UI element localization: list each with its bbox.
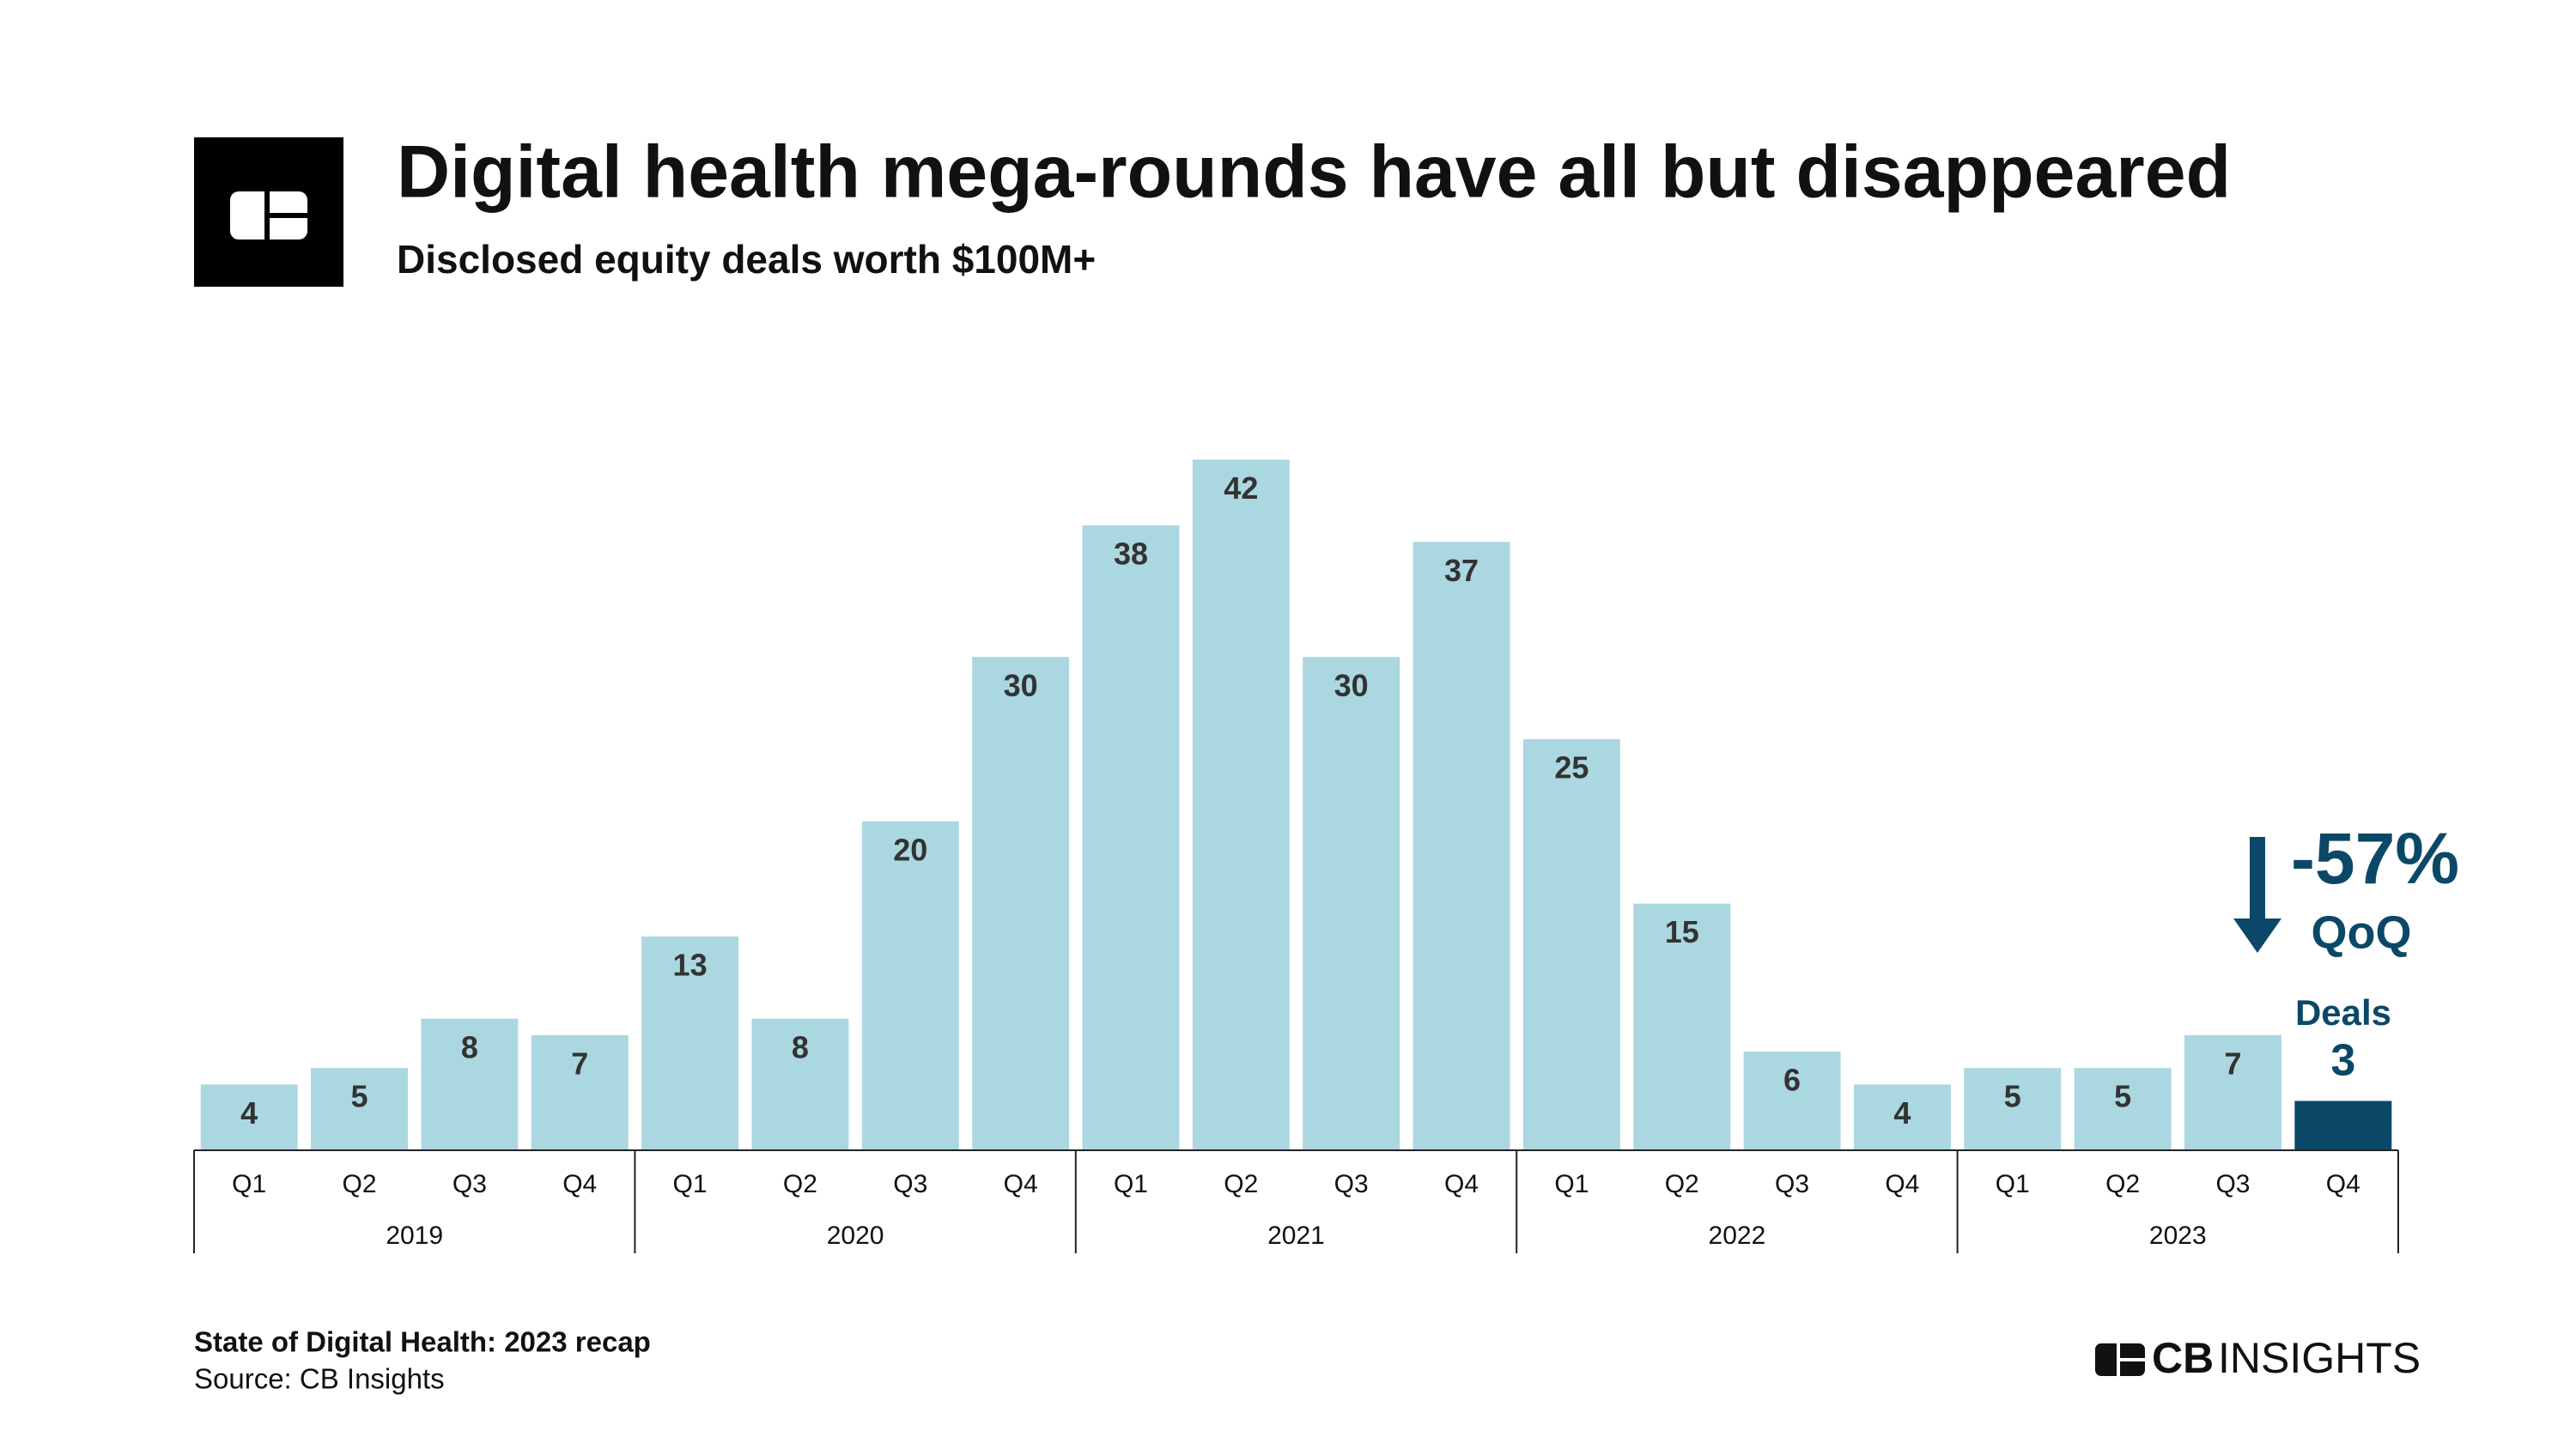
period-label: QoQ <box>2312 906 2412 958</box>
value-label: 3 <box>2330 1035 2355 1085</box>
bar <box>421 1018 519 1150</box>
year-label: 2023 <box>2149 1222 2207 1250</box>
value-label: 37 <box>1444 553 1479 588</box>
x-tick-label: Q1 <box>1996 1170 2030 1198</box>
brand-light: INSIGHTS <box>2218 1334 2421 1382</box>
arrow-shaft <box>2250 837 2265 923</box>
year-label: 2020 <box>827 1222 884 1250</box>
logo-cut <box>270 213 307 218</box>
change-label: -57% <box>2291 818 2459 899</box>
x-tick-label: Q3 <box>1334 1170 1369 1198</box>
value-label: 30 <box>1004 668 1038 703</box>
bar <box>1522 739 1620 1150</box>
x-tick-label: Q1 <box>232 1170 266 1198</box>
x-tick-label: Q3 <box>893 1170 927 1198</box>
bar <box>1082 525 1180 1150</box>
logo-cut <box>264 191 270 239</box>
x-tick-label: Q4 <box>1444 1170 1479 1198</box>
brand-bold: CB <box>2152 1334 2214 1382</box>
bar <box>751 1018 849 1150</box>
annotation: -57% QoQ Deals <box>2233 818 2459 1033</box>
x-tick-label: Q1 <box>673 1170 708 1198</box>
bar <box>1964 1068 2062 1150</box>
x-tick-label: Q2 <box>2105 1170 2140 1198</box>
value-label: 15 <box>1665 914 1699 949</box>
bar <box>641 936 739 1150</box>
value-label: 6 <box>1783 1063 1801 1098</box>
bar <box>2294 1100 2392 1150</box>
plot: 4 Q1 5 Q2 8 Q3 7 Q4 13 Q1 8 Q2 20 Q3 30 Q4 38 Q1 42 Q2 30 Q3 3… <box>193 459 2399 1253</box>
value-label: 7 <box>571 1046 588 1081</box>
value-label: 20 <box>893 832 927 867</box>
x-tick-label: Q4 <box>2326 1170 2360 1198</box>
value-label: 5 <box>351 1079 368 1114</box>
value-label: 30 <box>1334 668 1369 703</box>
x-tick-label: Q2 <box>783 1170 817 1198</box>
value-label: 5 <box>2114 1079 2131 1114</box>
report-name: State of Digital Health: 2023 recap <box>194 1326 651 1358</box>
x-tick-label: Q3 <box>2215 1170 2250 1198</box>
x-tick-label: Q1 <box>1114 1170 1148 1198</box>
brand-cut <box>2117 1343 2120 1376</box>
bar <box>1743 1052 1841 1150</box>
year-label: 2021 <box>1267 1222 1325 1250</box>
brand: CB INSIGHTS <box>2095 1334 2421 1382</box>
x-tick-label: Q2 <box>1665 1170 1699 1198</box>
value-label: 4 <box>240 1095 258 1131</box>
bar <box>1303 657 1400 1150</box>
value-label: 38 <box>1114 537 1148 572</box>
x-tick-label: Q4 <box>562 1170 597 1198</box>
source: Source: CB Insights <box>194 1363 445 1395</box>
year-label: 2022 <box>1709 1222 1766 1250</box>
x-tick-label: Q4 <box>1885 1170 1919 1198</box>
value-label: 4 <box>1893 1095 1911 1131</box>
x-tick-label: Q2 <box>1224 1170 1258 1198</box>
year-label: 2019 <box>386 1222 443 1250</box>
deals-label: Deals <box>2295 992 2391 1033</box>
bar <box>1192 459 1290 1150</box>
x-tick-label: Q3 <box>1775 1170 1809 1198</box>
value-label: 42 <box>1224 470 1258 506</box>
x-tick-label: Q2 <box>343 1170 377 1198</box>
value-label: 5 <box>2004 1079 2021 1114</box>
x-tick-label: Q1 <box>1554 1170 1589 1198</box>
chart-title: Digital health mega-rounds have all but … <box>397 131 2231 214</box>
brand-cut <box>2120 1358 2145 1361</box>
value-label: 7 <box>2224 1046 2241 1081</box>
bar <box>2184 1034 2281 1150</box>
value-label: 8 <box>792 1029 809 1064</box>
bar <box>2074 1068 2172 1150</box>
bar <box>1853 1084 1951 1150</box>
value-label: 8 <box>461 1029 478 1064</box>
x-tick-label: Q3 <box>453 1170 487 1198</box>
logo <box>194 137 343 287</box>
bar <box>311 1068 408 1150</box>
arrow-head <box>2233 919 2281 953</box>
bar <box>861 821 959 1150</box>
value-label: 13 <box>673 947 708 982</box>
value-label: 25 <box>1554 750 1589 785</box>
bar <box>1633 903 1731 1150</box>
chart-subtitle: Disclosed equity deals worth $100M+ <box>397 237 1096 282</box>
bar <box>972 657 1070 1150</box>
bar <box>531 1034 629 1150</box>
x-tick-label: Q4 <box>1004 1170 1038 1198</box>
bar <box>1413 542 1510 1150</box>
bar <box>200 1084 298 1150</box>
